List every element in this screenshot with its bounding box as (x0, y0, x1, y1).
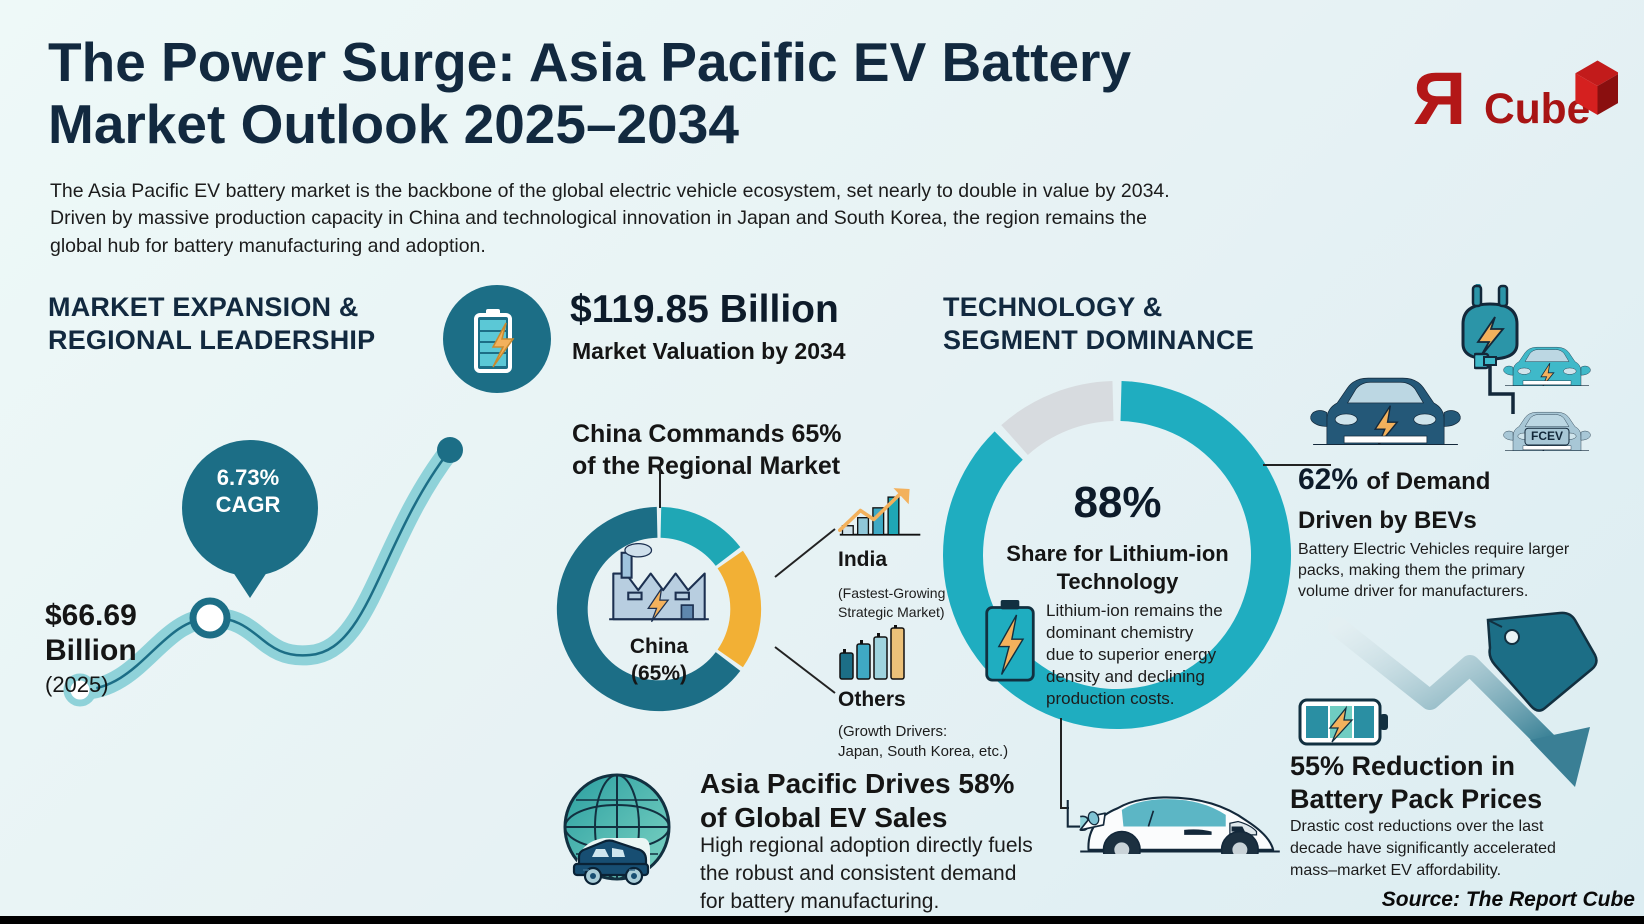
svg-text:Cube: Cube (1484, 86, 1590, 133)
svg-text:FCEV: FCEV (1531, 429, 1563, 443)
svg-text:Я: Я (1413, 58, 1466, 140)
